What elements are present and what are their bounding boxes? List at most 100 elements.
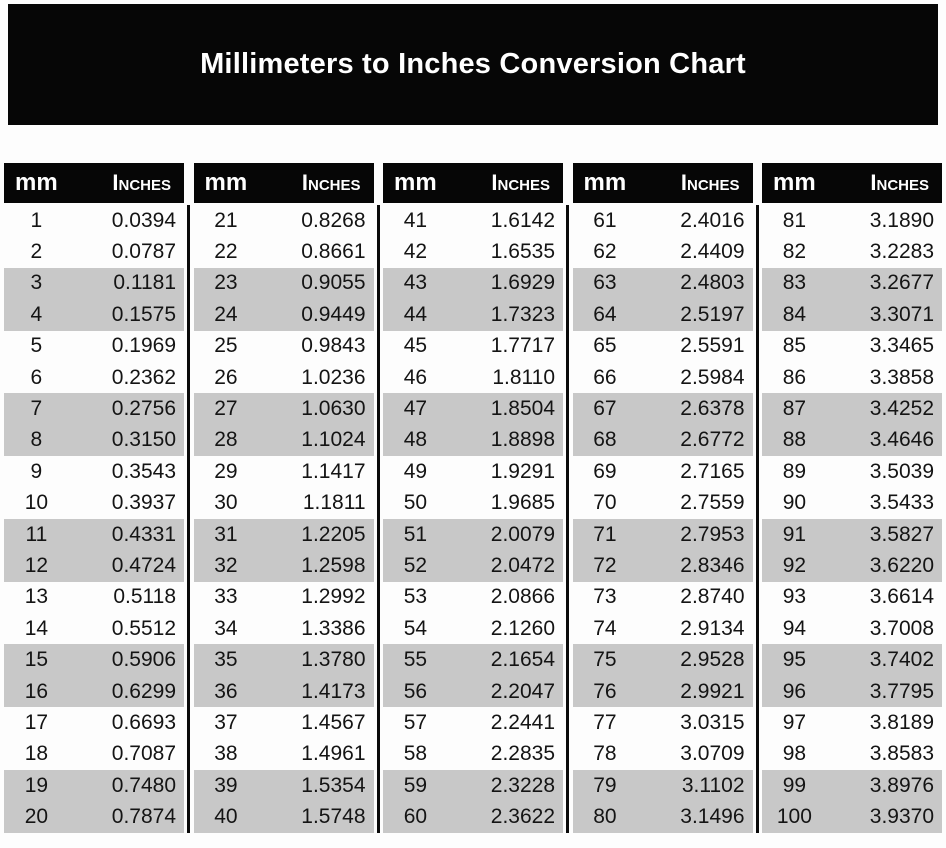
- inches-value: 0.9449: [301, 302, 366, 326]
- table-row: 7 0.2756: [4, 393, 184, 425]
- table-row: 24 0.9449: [193, 299, 374, 331]
- inches-value: 1.5354: [301, 773, 366, 797]
- table-row: 30 1.1811: [193, 487, 374, 519]
- inches-value: 0.3543: [111, 459, 176, 483]
- mm-value: 7: [30, 397, 43, 421]
- mm-value: 60: [403, 805, 428, 829]
- table-row: 80 3.1496: [572, 801, 753, 833]
- mm-value: 69: [593, 459, 617, 483]
- mm-value: 49: [403, 459, 428, 483]
- mm-value: 62: [593, 240, 617, 264]
- inches-value: 3.3858: [869, 365, 934, 389]
- inches-value: 2.3622: [490, 805, 555, 829]
- inches-value: 3.8583: [869, 742, 934, 766]
- mm-value: 22: [214, 240, 238, 264]
- conversion-table: mm Inches 81 3.1890 82 3.2283 83 3.2677 …: [762, 163, 942, 833]
- mm-value: 53: [403, 585, 428, 609]
- inches-value: 0.7874: [111, 805, 176, 829]
- table-row: 85 3.3465: [762, 330, 942, 362]
- table-row: 75 2.9528: [572, 644, 753, 676]
- table-row: 86 3.3858: [762, 361, 942, 394]
- table-row: 21 0.8268: [193, 205, 374, 237]
- table-row: 23 0.9055: [193, 267, 374, 300]
- table-row: 89 3.5039: [762, 456, 942, 488]
- mm-value: 42: [403, 240, 428, 264]
- table-row: 70 2.7559: [572, 487, 753, 519]
- table-header-row: mm Inches: [4, 163, 184, 203]
- inches-value: 0.5118: [113, 585, 176, 609]
- mm-value: 2: [30, 240, 43, 264]
- mm-value: 71: [593, 522, 617, 546]
- table-row: 81 3.1890: [762, 205, 942, 237]
- table-row: 93 3.6614: [762, 581, 942, 614]
- table-row: 46 1.8110: [383, 361, 563, 394]
- table-row: 13 0.5118: [4, 581, 184, 614]
- inches-column-header: Inches: [112, 170, 171, 195]
- table-header-row: mm Inches: [572, 163, 753, 203]
- inches-column-header: Inches: [680, 170, 740, 195]
- table-row: 10 0.3937: [4, 487, 184, 519]
- table-divider: [566, 205, 570, 833]
- inches-value: 2.9528: [680, 648, 745, 672]
- table-row: 26 1.0236: [193, 361, 374, 394]
- inches-value: 1.4173: [301, 679, 366, 703]
- table-row: 74 2.9134: [572, 613, 753, 645]
- mm-value: 32: [214, 553, 238, 577]
- table-row: 43 1.6929: [383, 267, 563, 300]
- table-row: 88 3.4646: [762, 424, 942, 457]
- mm-value: 82: [782, 240, 807, 264]
- inches-value: 3.2677: [869, 271, 934, 295]
- table-row: 73 2.8740: [572, 581, 753, 614]
- inches-value: 3.4252: [869, 397, 934, 421]
- mm-value: 88: [782, 428, 807, 452]
- conversion-chart-page: Millimeters to Inches Conversion Chart m…: [0, 4, 946, 848]
- inches-value: 2.9134: [680, 616, 745, 640]
- table-body: 1 0.0394 2 0.0787 3 0.1181 4 0.1575 5 0.…: [4, 205, 184, 833]
- mm-value: 43: [403, 271, 428, 295]
- mm-value: 4: [30, 302, 43, 326]
- mm-value: 10: [24, 491, 49, 515]
- mm-value: 1: [30, 208, 43, 232]
- table-row: 50 1.9685: [383, 487, 563, 519]
- table-row: 18 0.7087: [4, 738, 184, 771]
- mm-value: 46: [403, 365, 428, 389]
- mm-value: 52: [403, 553, 428, 577]
- inches-value: 0.4724: [111, 553, 176, 577]
- table-row: 58 2.2835: [383, 738, 563, 771]
- inches-value: 2.5984: [680, 365, 745, 389]
- mm-value: 90: [782, 491, 807, 515]
- table-row: 84 3.3071: [762, 299, 942, 331]
- mm-value: 41: [403, 208, 428, 232]
- table-row: 34 1.3386: [193, 613, 374, 645]
- mm-value: 81: [782, 208, 807, 232]
- table-row: 32 1.2598: [193, 550, 374, 582]
- inches-value: 2.4409: [680, 240, 745, 264]
- mm-value: 65: [593, 334, 617, 358]
- inches-value: 2.1654: [490, 648, 555, 672]
- table-row: 33 1.2992: [193, 581, 374, 614]
- inches-value: 2.3228: [490, 773, 555, 797]
- table-row: 17 0.6693: [4, 707, 184, 739]
- inches-value: 3.1102: [681, 773, 745, 797]
- table-row: 47 1.8504: [383, 393, 563, 425]
- inches-value: 2.5591: [680, 334, 745, 358]
- table-row: 69 2.7165: [572, 456, 753, 488]
- table-row: 78 3.0709: [572, 738, 753, 771]
- mm-value: 50: [403, 491, 428, 515]
- inches-value: 0.1969: [111, 334, 176, 358]
- mm-value: 20: [24, 805, 49, 829]
- inches-value: 0.5906: [111, 648, 176, 672]
- inches-value: 0.8661: [301, 240, 366, 264]
- table-row: 29 1.1417: [193, 456, 374, 488]
- inches-value: 1.7717: [490, 334, 555, 358]
- mm-value: 76: [593, 679, 617, 703]
- table-header-row: mm Inches: [383, 163, 563, 203]
- inches-value: 0.9843: [301, 334, 366, 358]
- mm-value: 33: [214, 585, 238, 609]
- inches-value: 0.9055: [301, 271, 366, 295]
- inches-value: 1.9685: [490, 491, 555, 515]
- table-row: 55 2.1654: [383, 644, 563, 676]
- mm-value: 31: [214, 522, 238, 546]
- inches-value: 1.6535: [490, 240, 555, 264]
- mm-value: 79: [593, 773, 617, 797]
